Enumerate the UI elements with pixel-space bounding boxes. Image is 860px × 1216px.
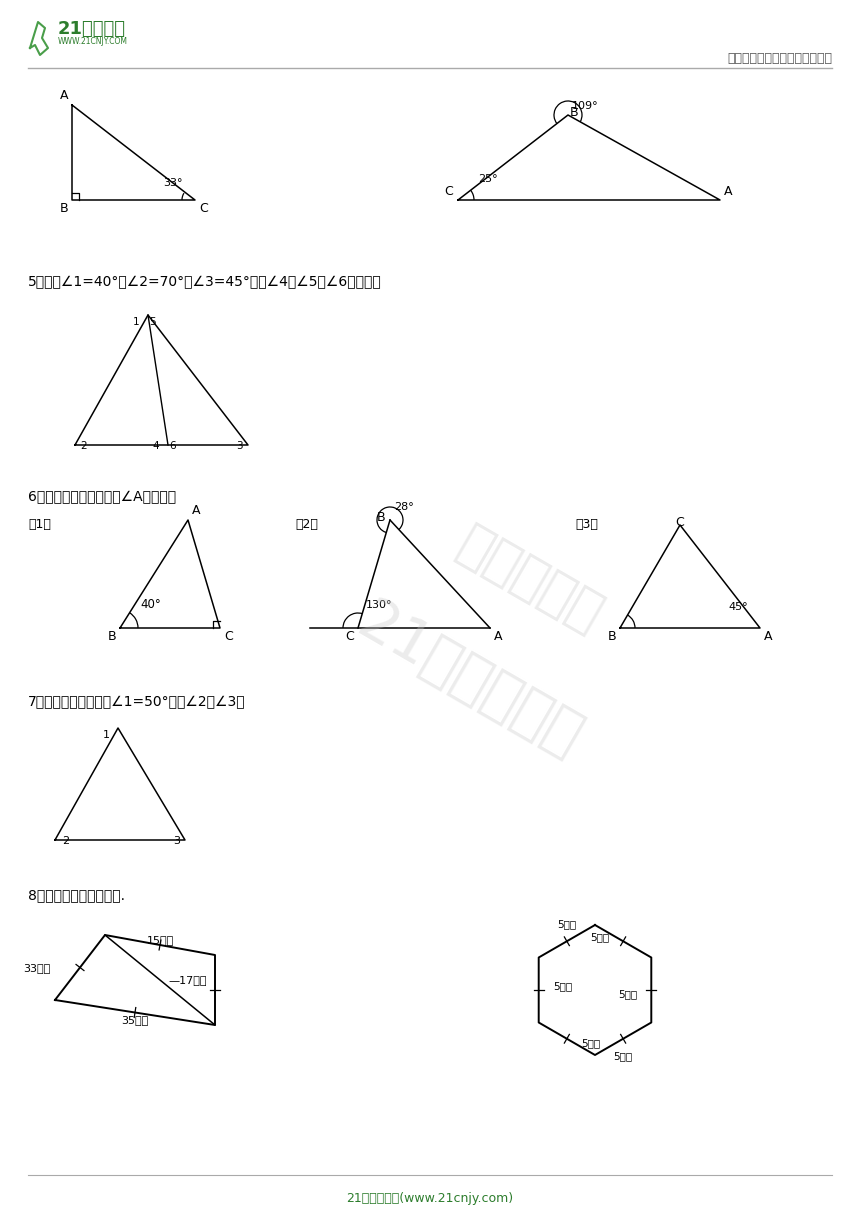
Text: C: C: [224, 630, 233, 643]
Text: C: C: [676, 516, 685, 529]
Text: —17厘米: —17厘米: [168, 975, 206, 985]
Text: A: A: [59, 89, 68, 102]
Text: B: B: [570, 106, 579, 119]
Text: 21世纪教育网(www.21cnjy.com): 21世纪教育网(www.21cnjy.com): [347, 1192, 513, 1205]
Text: 45°: 45°: [728, 602, 747, 612]
Text: WWW.21CNJY.COM: WWW.21CNJY.COM: [58, 36, 128, 46]
Text: 109°: 109°: [572, 101, 599, 111]
Text: （1）: （1）: [28, 518, 51, 531]
Text: 6．分别计算下列图形中∠A的度数。: 6．分别计算下列图形中∠A的度数。: [28, 490, 176, 503]
Text: 3: 3: [237, 441, 243, 451]
Text: 6: 6: [169, 441, 175, 451]
Text: 飞精选资料: 飞精选资料: [449, 518, 611, 642]
Text: 1: 1: [132, 317, 139, 327]
Text: 1: 1: [103, 730, 110, 741]
Text: 130°: 130°: [366, 599, 392, 610]
Text: B: B: [108, 630, 116, 643]
Text: A: A: [764, 630, 772, 643]
Text: C: C: [199, 202, 208, 215]
Text: A: A: [494, 630, 502, 643]
Text: 2: 2: [80, 441, 87, 451]
Text: 4: 4: [152, 441, 159, 451]
Text: 25°: 25°: [478, 174, 498, 184]
Text: 28°: 28°: [394, 502, 414, 512]
Text: 7．已知等腰三角形，∠1=50°，求∠2、∠3。: 7．已知等腰三角形，∠1=50°，求∠2、∠3。: [28, 696, 246, 709]
Text: C: C: [345, 630, 354, 643]
Text: 15厘米: 15厘米: [146, 935, 174, 945]
Text: 5分米: 5分米: [613, 1051, 633, 1060]
Text: C: C: [445, 185, 453, 198]
Text: 8．计算下面图形的周长.: 8．计算下面图形的周长.: [28, 888, 125, 902]
Text: 21世纪口教育: 21世纪口教育: [347, 593, 593, 767]
Text: 33°: 33°: [163, 178, 182, 188]
Text: 35厘米: 35厘米: [121, 1015, 149, 1025]
Text: 5分米: 5分米: [553, 981, 572, 991]
Text: A: A: [724, 185, 733, 198]
Text: B: B: [377, 511, 385, 524]
Text: B: B: [59, 202, 68, 215]
Text: 40°: 40°: [140, 598, 161, 610]
Text: （2）: （2）: [295, 518, 318, 531]
Text: 33厘米: 33厘米: [22, 963, 50, 973]
Text: 21世纪教育: 21世纪教育: [58, 19, 126, 38]
Text: 5分米: 5分米: [590, 933, 609, 942]
Text: （3）: （3）: [575, 518, 598, 531]
Text: 5．已知∠1=40°，∠2=70°，∠3=45°，求∠4、∠5和∠6的度数。: 5．已知∠1=40°，∠2=70°，∠3=45°，求∠4、∠5和∠6的度数。: [28, 275, 382, 289]
Text: 5分米: 5分米: [580, 1037, 600, 1048]
Text: 2: 2: [62, 837, 69, 846]
Text: B: B: [607, 630, 616, 643]
Text: 5分米: 5分米: [557, 919, 576, 929]
Text: 3: 3: [173, 837, 180, 846]
Text: 5分米: 5分米: [618, 989, 637, 1000]
Text: 中小学教育资源及组卷应用平台: 中小学教育资源及组卷应用平台: [727, 52, 832, 64]
Text: 5: 5: [149, 317, 156, 327]
Text: A: A: [192, 503, 200, 517]
